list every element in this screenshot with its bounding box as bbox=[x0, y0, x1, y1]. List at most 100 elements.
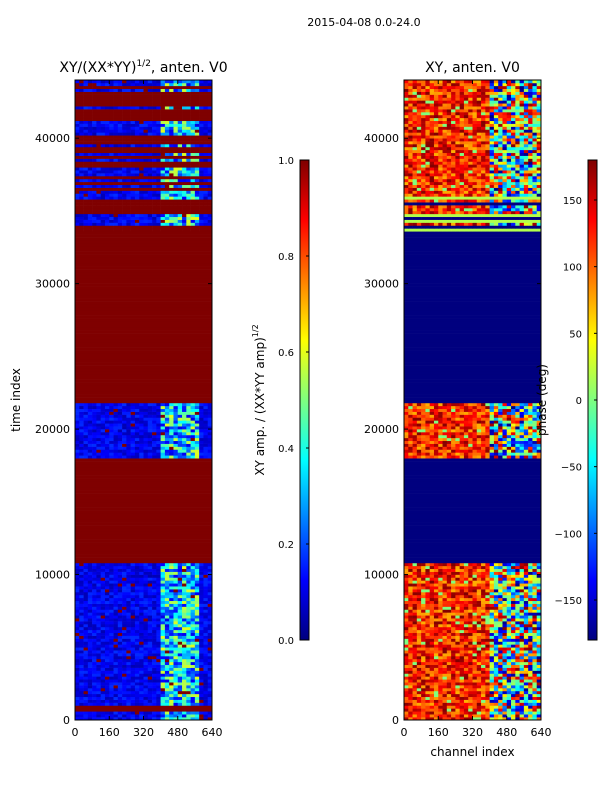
heatmap-cell bbox=[143, 693, 149, 698]
heatmap-cell bbox=[203, 106, 209, 110]
heatmap-cell bbox=[186, 621, 191, 625]
heatmap-cell bbox=[207, 647, 212, 651]
heatmap-cell bbox=[126, 618, 131, 622]
heatmap-cell bbox=[134, 647, 140, 651]
heatmap-cell bbox=[87, 574, 93, 578]
heatmap-cell bbox=[109, 437, 114, 442]
heatmap-cell bbox=[173, 82, 179, 87]
heatmap-cell bbox=[515, 647, 520, 651]
heatmap-cell bbox=[408, 658, 413, 663]
heatmap-cell bbox=[109, 443, 114, 447]
heatmap-cell bbox=[429, 714, 435, 718]
heatmap-cell bbox=[493, 641, 499, 645]
heatmap-cell bbox=[190, 679, 196, 683]
heatmap-cell bbox=[109, 455, 114, 459]
heatmap-cell bbox=[134, 225, 140, 229]
heatmap-cell bbox=[96, 149, 101, 154]
heatmap-cell bbox=[451, 685, 456, 689]
heatmap-cell bbox=[169, 135, 174, 139]
heatmap-cell bbox=[190, 661, 196, 666]
heatmap-cell bbox=[122, 682, 127, 686]
heatmap-cell bbox=[421, 661, 426, 666]
heatmap-cell bbox=[203, 208, 209, 212]
heatmap-cell bbox=[109, 676, 114, 680]
heatmap-cell bbox=[117, 661, 123, 666]
heatmap-cell bbox=[147, 638, 153, 642]
heatmap-cell bbox=[169, 199, 174, 203]
heatmap-cell bbox=[109, 219, 114, 223]
heatmap-cell bbox=[199, 193, 204, 197]
heatmap-cell bbox=[502, 714, 508, 718]
heatmap-cell bbox=[203, 205, 209, 209]
heatmap-cell bbox=[122, 606, 127, 610]
heatmap-cell bbox=[429, 635, 435, 639]
heatmap-cell bbox=[134, 629, 140, 634]
heatmap-cell bbox=[109, 213, 114, 218]
heatmap-cell bbox=[532, 673, 538, 677]
heatmap-cell bbox=[515, 714, 520, 718]
heatmap-cell bbox=[134, 443, 140, 447]
heatmap-cell bbox=[207, 635, 212, 639]
heatmap-cell bbox=[117, 94, 123, 98]
heatmap-cell bbox=[498, 717, 503, 720]
heatmap-cell bbox=[173, 452, 179, 456]
heatmap-cell bbox=[152, 120, 157, 124]
heatmap-cell bbox=[117, 176, 123, 180]
heatmap-cell bbox=[134, 583, 140, 587]
heatmap-cell bbox=[126, 443, 131, 447]
heatmap-cell bbox=[83, 135, 89, 139]
heatmap-cell bbox=[109, 449, 114, 453]
heatmap-cell bbox=[130, 88, 136, 92]
heatmap-cell bbox=[143, 202, 149, 206]
x-tick-label: 480 bbox=[167, 726, 188, 739]
heatmap-cell bbox=[199, 181, 204, 186]
heatmap-cell bbox=[83, 577, 89, 581]
heatmap-cell bbox=[79, 446, 84, 450]
heatmap-cell bbox=[113, 449, 119, 453]
heatmap-cell bbox=[113, 711, 119, 715]
heatmap-cell bbox=[109, 132, 114, 136]
heatmap-cell bbox=[421, 696, 426, 700]
heatmap-cell bbox=[75, 266, 212, 270]
heatmap-cell bbox=[122, 641, 127, 645]
heatmap-cell bbox=[83, 594, 89, 599]
heatmap-cell bbox=[92, 609, 97, 613]
heatmap-cell bbox=[134, 685, 140, 689]
heatmap-cell bbox=[408, 705, 413, 709]
heatmap-cell bbox=[126, 690, 131, 695]
heatmap-cell bbox=[75, 341, 212, 346]
heatmap-cell bbox=[75, 269, 212, 273]
heatmap-cell bbox=[122, 609, 127, 613]
heatmap-cell bbox=[207, 670, 212, 674]
heatmap-cell bbox=[160, 571, 166, 575]
heatmap-cell bbox=[164, 635, 170, 639]
heatmap-cell bbox=[156, 164, 161, 168]
heatmap-cell bbox=[485, 644, 490, 648]
heatmap-cell bbox=[203, 589, 209, 593]
heatmap-cell bbox=[92, 606, 97, 610]
heatmap-cell bbox=[194, 455, 200, 459]
heatmap-cell bbox=[182, 161, 187, 165]
heatmap-cell bbox=[498, 656, 503, 660]
heatmap-cell bbox=[117, 446, 123, 450]
heatmap-cell bbox=[139, 196, 144, 200]
heatmap-cell bbox=[75, 594, 80, 599]
heatmap-cell bbox=[143, 164, 149, 168]
heatmap-cell bbox=[485, 667, 490, 671]
heatmap-cell bbox=[100, 432, 106, 436]
heatmap-cell bbox=[182, 650, 187, 654]
heatmap-cell bbox=[100, 437, 106, 442]
heatmap-cell bbox=[122, 135, 127, 139]
heatmap-cell bbox=[100, 440, 106, 444]
heatmap-cell bbox=[194, 173, 200, 177]
heatmap-cell bbox=[207, 144, 212, 148]
heatmap-cell bbox=[143, 225, 149, 229]
heatmap-cell bbox=[83, 571, 89, 575]
heatmap-cell bbox=[79, 170, 84, 174]
heatmap-cell bbox=[117, 676, 123, 680]
heatmap-cell bbox=[113, 167, 119, 171]
heatmap-cell bbox=[438, 685, 443, 689]
heatmap-cell bbox=[472, 693, 478, 698]
heatmap-cell bbox=[130, 164, 136, 168]
heatmap-cell bbox=[147, 647, 153, 651]
